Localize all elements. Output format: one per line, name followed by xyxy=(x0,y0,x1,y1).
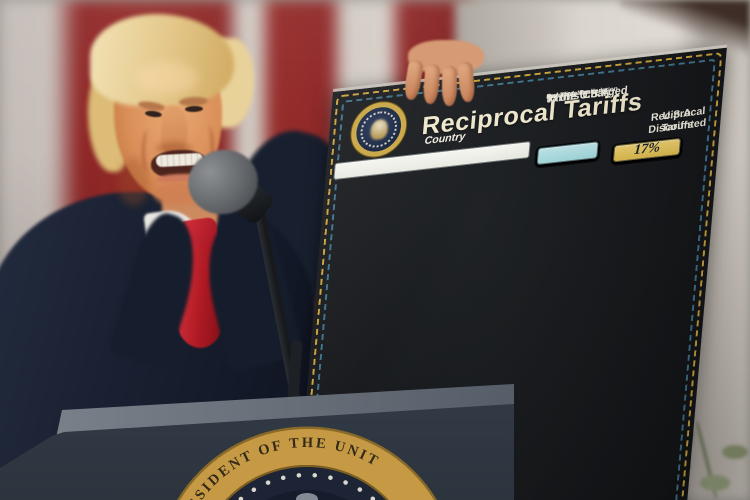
speaker-head xyxy=(88,10,255,230)
podium-presidential-seal-icon: ESIDENT OF THE UNIT xyxy=(152,420,462,500)
finger xyxy=(441,65,458,107)
speaker-hand xyxy=(398,38,493,110)
finger xyxy=(422,63,441,105)
leaf-blob xyxy=(722,445,748,459)
forehead-highlight xyxy=(136,62,198,94)
hair xyxy=(90,14,234,106)
smile-crease-left xyxy=(142,130,154,172)
podium-seal-svg: ESIDENT OF THE UNIT xyxy=(177,426,437,500)
jaw-shadow xyxy=(118,158,150,206)
leaf-blob xyxy=(700,475,730,491)
smile-crease-right xyxy=(202,126,214,168)
finger xyxy=(402,59,425,101)
